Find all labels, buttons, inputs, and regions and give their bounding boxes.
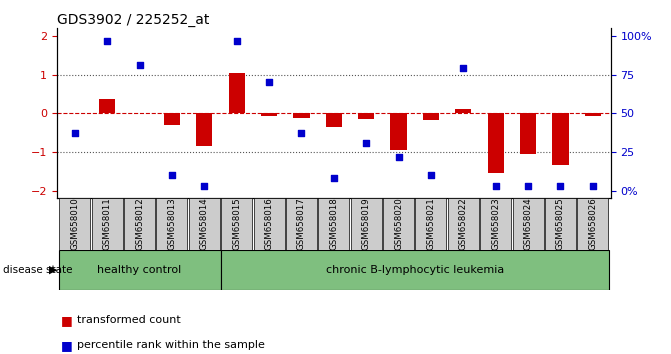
- Text: GSM658010: GSM658010: [70, 198, 79, 250]
- Bar: [351, 198, 382, 250]
- Bar: [423, 113, 439, 120]
- Text: ▶: ▶: [49, 265, 58, 275]
- Bar: [488, 113, 504, 173]
- Bar: [520, 113, 536, 154]
- Point: [491, 183, 501, 189]
- Text: GSM658017: GSM658017: [297, 198, 306, 250]
- Bar: [358, 113, 374, 119]
- Point: [425, 172, 436, 178]
- Text: GSM658025: GSM658025: [556, 198, 565, 250]
- Text: GSM658012: GSM658012: [135, 198, 144, 250]
- Bar: [480, 198, 511, 250]
- Text: GSM658021: GSM658021: [427, 198, 435, 250]
- Text: GSM658015: GSM658015: [232, 198, 241, 250]
- Point: [70, 131, 81, 136]
- Bar: [221, 198, 252, 250]
- Bar: [455, 109, 472, 113]
- Bar: [545, 198, 576, 250]
- Text: chronic B-lymphocytic leukemia: chronic B-lymphocytic leukemia: [325, 265, 504, 275]
- Point: [361, 140, 372, 145]
- Bar: [552, 113, 568, 165]
- Point: [329, 175, 340, 181]
- Text: GSM658020: GSM658020: [394, 198, 403, 250]
- Bar: [124, 198, 155, 250]
- Bar: [293, 113, 309, 118]
- Point: [587, 183, 598, 189]
- Bar: [383, 198, 414, 250]
- Text: disease state: disease state: [3, 265, 73, 275]
- Bar: [448, 198, 479, 250]
- Text: GSM658023: GSM658023: [491, 198, 500, 250]
- Bar: [189, 198, 220, 250]
- Bar: [58, 250, 221, 290]
- Text: GSM658022: GSM658022: [459, 198, 468, 250]
- Bar: [221, 250, 609, 290]
- Bar: [577, 198, 609, 250]
- Bar: [99, 99, 115, 113]
- Text: ■: ■: [60, 314, 72, 327]
- Bar: [229, 73, 245, 113]
- Text: GSM658011: GSM658011: [103, 198, 111, 250]
- Text: GSM658016: GSM658016: [264, 198, 274, 250]
- Point: [134, 63, 145, 68]
- Point: [102, 38, 113, 44]
- Text: GSM658026: GSM658026: [588, 198, 597, 250]
- Text: healthy control: healthy control: [97, 265, 182, 275]
- Point: [264, 80, 274, 85]
- Bar: [286, 198, 317, 250]
- Text: GDS3902 / 225252_at: GDS3902 / 225252_at: [57, 13, 209, 27]
- Text: ■: ■: [60, 339, 72, 352]
- Bar: [513, 198, 544, 250]
- Point: [393, 154, 404, 159]
- Bar: [415, 198, 446, 250]
- Bar: [254, 198, 285, 250]
- Bar: [325, 113, 342, 127]
- Text: GSM658024: GSM658024: [523, 198, 533, 250]
- Text: GSM658014: GSM658014: [200, 198, 209, 250]
- Bar: [196, 113, 213, 146]
- Text: transformed count: transformed count: [77, 315, 181, 325]
- Bar: [318, 198, 350, 250]
- Point: [166, 172, 177, 178]
- Bar: [391, 113, 407, 150]
- Bar: [261, 113, 277, 116]
- Bar: [156, 198, 187, 250]
- Bar: [584, 113, 601, 116]
- Bar: [59, 198, 91, 250]
- Text: GSM658013: GSM658013: [168, 198, 176, 250]
- Bar: [92, 198, 123, 250]
- Point: [231, 38, 242, 44]
- Point: [458, 65, 468, 71]
- Point: [555, 183, 566, 189]
- Text: GSM658018: GSM658018: [329, 198, 338, 250]
- Point: [296, 131, 307, 136]
- Point: [199, 183, 210, 189]
- Point: [523, 183, 533, 189]
- Text: GSM658019: GSM658019: [362, 198, 370, 250]
- Bar: [164, 113, 180, 125]
- Text: percentile rank within the sample: percentile rank within the sample: [77, 340, 265, 350]
